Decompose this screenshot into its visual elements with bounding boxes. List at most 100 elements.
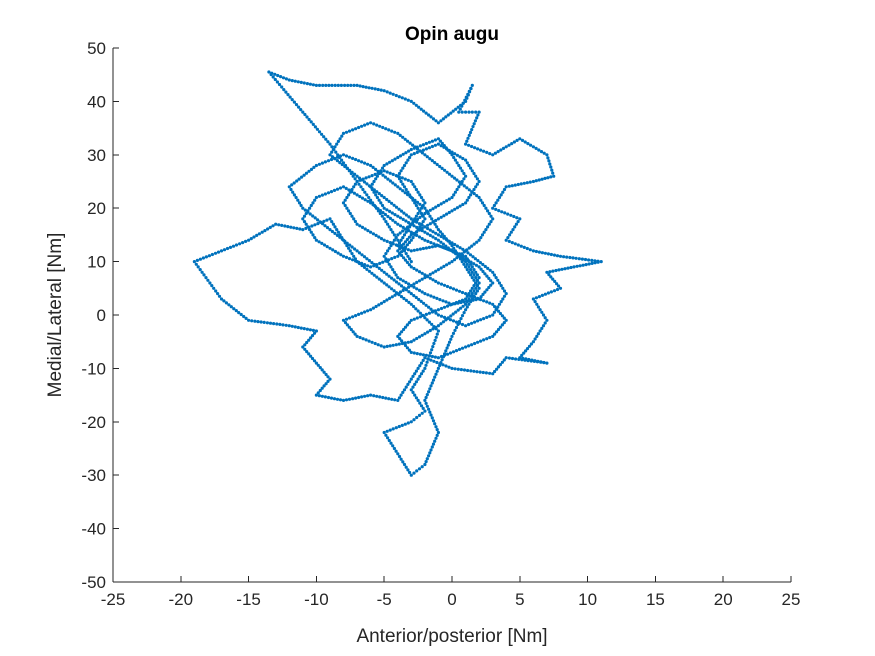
data-point bbox=[409, 473, 413, 477]
data-point bbox=[464, 345, 468, 349]
data-point bbox=[436, 244, 440, 248]
data-point bbox=[344, 130, 349, 134]
data-point bbox=[373, 87, 377, 91]
data-point bbox=[534, 296, 539, 300]
data-point bbox=[472, 268, 476, 272]
data-point bbox=[409, 179, 413, 184]
data-point bbox=[536, 332, 541, 336]
data-point bbox=[328, 142, 332, 146]
data-point bbox=[373, 341, 377, 346]
data-point bbox=[442, 283, 447, 287]
data-point bbox=[470, 169, 474, 173]
data-point bbox=[430, 445, 434, 449]
data-point bbox=[396, 249, 400, 253]
data-point bbox=[477, 286, 481, 290]
data-point bbox=[450, 195, 454, 200]
data-point bbox=[364, 176, 368, 180]
data-point bbox=[569, 265, 573, 270]
data-point bbox=[403, 137, 407, 141]
data-point bbox=[475, 182, 479, 186]
data-point bbox=[392, 278, 396, 282]
data-point bbox=[447, 197, 451, 201]
data-point bbox=[425, 360, 429, 364]
data-point bbox=[375, 174, 379, 178]
data-point bbox=[393, 398, 397, 402]
data-point bbox=[447, 261, 451, 265]
data-point bbox=[228, 245, 233, 249]
data-point bbox=[429, 448, 433, 452]
data-point bbox=[397, 95, 401, 99]
data-point bbox=[427, 305, 431, 309]
data-point bbox=[374, 304, 378, 309]
data-point bbox=[424, 401, 428, 405]
data-point bbox=[499, 300, 503, 304]
data-point bbox=[501, 146, 506, 150]
data-point bbox=[311, 328, 315, 332]
data-point bbox=[460, 290, 465, 295]
data-point bbox=[522, 181, 526, 185]
data-point bbox=[409, 265, 413, 269]
data-point bbox=[429, 358, 433, 362]
data-point bbox=[341, 201, 346, 205]
data-point bbox=[234, 309, 238, 313]
data-point bbox=[401, 229, 405, 233]
data-point bbox=[557, 268, 561, 272]
data-point bbox=[311, 83, 315, 87]
data-point bbox=[354, 259, 358, 263]
y-tick-label: 30 bbox=[87, 146, 106, 165]
data-point bbox=[382, 345, 386, 349]
data-point bbox=[237, 311, 241, 315]
data-point bbox=[498, 311, 502, 316]
data-point bbox=[216, 292, 220, 296]
data-point bbox=[425, 404, 429, 408]
data-point bbox=[278, 322, 282, 326]
data-point bbox=[494, 207, 498, 211]
data-point bbox=[382, 270, 386, 274]
data-point bbox=[338, 137, 342, 141]
data-point bbox=[470, 343, 474, 347]
data-point bbox=[415, 287, 419, 291]
data-point bbox=[430, 159, 434, 163]
data-point bbox=[402, 233, 407, 237]
data-point bbox=[501, 297, 505, 301]
data-point bbox=[539, 360, 543, 364]
data-point bbox=[391, 230, 395, 234]
data-point bbox=[442, 200, 446, 204]
data-point bbox=[454, 325, 459, 330]
data-point bbox=[537, 178, 541, 182]
data-point bbox=[247, 318, 251, 322]
data-point bbox=[510, 184, 514, 188]
data-point bbox=[305, 82, 309, 86]
data-point bbox=[247, 238, 251, 242]
data-point bbox=[493, 151, 497, 155]
data-point bbox=[436, 217, 440, 221]
data-point bbox=[473, 295, 477, 299]
data-point bbox=[336, 83, 340, 87]
data-point bbox=[371, 232, 375, 236]
data-point bbox=[468, 130, 473, 135]
data-point bbox=[496, 309, 501, 313]
data-point bbox=[338, 186, 343, 190]
data-point bbox=[543, 251, 548, 255]
data-point bbox=[303, 208, 307, 212]
data-point bbox=[334, 150, 338, 154]
data-point bbox=[552, 253, 557, 257]
data-point bbox=[372, 273, 376, 277]
data-point bbox=[326, 379, 330, 383]
data-point bbox=[462, 177, 466, 181]
data-point bbox=[418, 374, 422, 378]
data-point bbox=[404, 465, 408, 469]
data-point bbox=[531, 297, 536, 301]
data-point bbox=[543, 316, 547, 320]
data-point bbox=[432, 242, 436, 246]
data-point bbox=[374, 167, 378, 171]
data-point bbox=[382, 281, 386, 285]
data-point bbox=[419, 361, 424, 365]
data-point bbox=[464, 265, 468, 269]
x-tick-label: 10 bbox=[578, 590, 597, 609]
data-point bbox=[424, 395, 428, 400]
data-point bbox=[428, 451, 432, 455]
data-point bbox=[418, 315, 422, 319]
data-point bbox=[341, 254, 346, 258]
data-point bbox=[421, 148, 425, 152]
